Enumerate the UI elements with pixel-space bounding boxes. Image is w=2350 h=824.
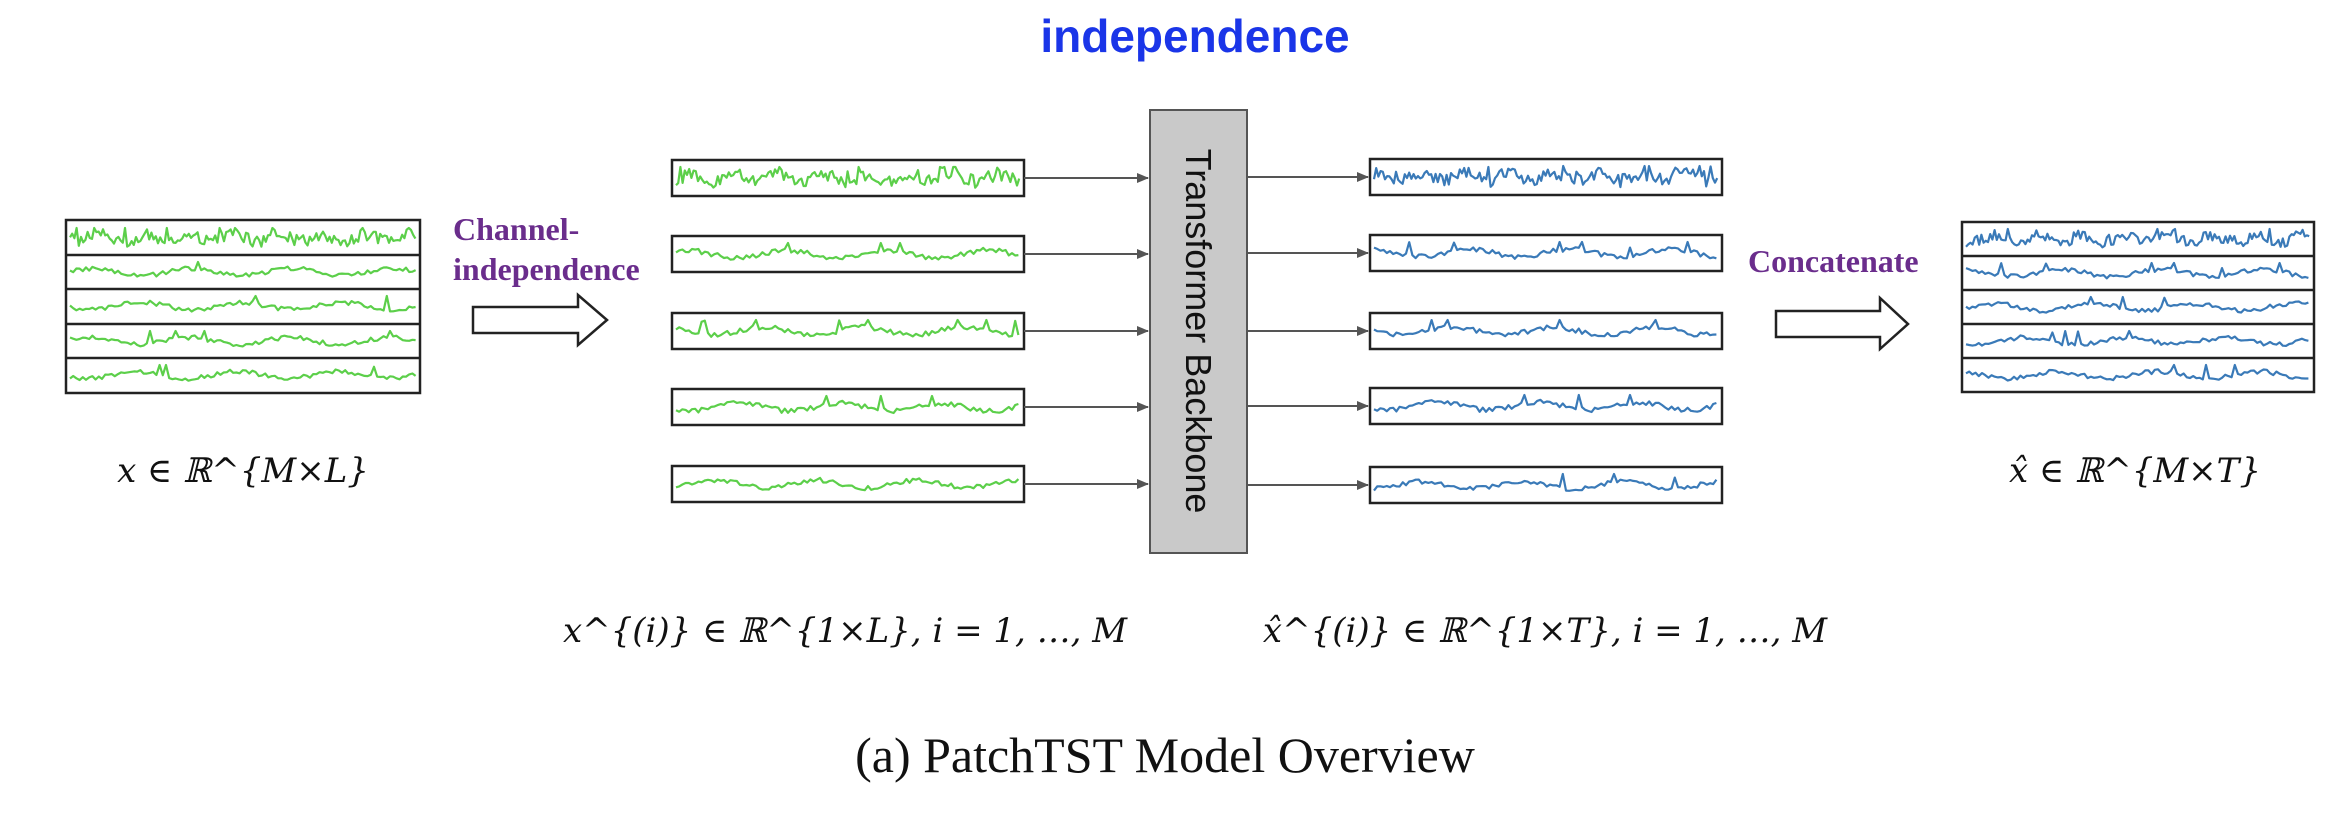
input-channel-series-5 — [675, 476, 1020, 492]
channel-input-math-label: x^{(i)} ∈ ℝ^{1×L}, i = 1, …, M — [563, 611, 1128, 651]
concatenate-arrow — [1774, 295, 1910, 352]
transformer-backbone-block — [1149, 109, 1248, 554]
output-stack-series-4 — [1965, 329, 2309, 347]
input-stack-series-3 — [69, 294, 416, 313]
input-stack-frame — [64, 218, 422, 395]
output-channel-boxes — [1368, 157, 1724, 505]
output-channel-series-4 — [1373, 393, 1717, 414]
input-channel-series-4 — [675, 394, 1019, 415]
output-channel-box-1 — [1368, 157, 1724, 197]
output-stack-series-2 — [1965, 261, 2309, 280]
output-channel-series-2 — [1373, 240, 1717, 260]
arrows-out-of-backbone — [1247, 172, 1369, 490]
output-stack-series-1 — [1965, 227, 2310, 249]
input-channel-box-2 — [670, 234, 1026, 274]
transformer-backbone-label: Transformer Backbone — [1178, 149, 1219, 514]
channel-independence-label-line1: Channel- — [453, 211, 579, 247]
output-channel-series-3 — [1373, 318, 1717, 338]
input-channel-series-2 — [675, 241, 1019, 261]
top-title: independence — [1040, 10, 1349, 62]
concatenate-label: Concatenate — [1748, 243, 1919, 279]
input-channel-box-4 — [670, 387, 1026, 427]
channel-output-math-label: x̂^{(i)} ∈ ℝ^{1×T}, i = 1, …, M — [1263, 611, 1828, 651]
input-math-label: x ∈ ℝ^{M×L} — [117, 451, 369, 491]
input-stack-series-1 — [69, 226, 417, 248]
input-stack-series-4 — [69, 329, 416, 348]
input-stack-series-5 — [69, 363, 417, 382]
output-channel-series-1 — [1372, 164, 1719, 189]
output-stack-series-3 — [1965, 295, 2309, 314]
input-channel-series-1 — [675, 165, 1021, 189]
input-stack-series-2 — [69, 260, 417, 278]
output-stack-series-5 — [1965, 363, 2309, 382]
channel-independence-label-line2: independence — [453, 251, 640, 287]
output-series-stack — [1960, 220, 2316, 394]
output-stack-frame — [1960, 220, 2316, 394]
input-channel-box-3 — [670, 311, 1026, 351]
arrows-into-backbone — [1024, 173, 1149, 489]
output-channel-box-4 — [1368, 386, 1724, 426]
output-channel-series-5 — [1373, 472, 1718, 492]
input-channel-boxes — [670, 158, 1026, 504]
input-series-stack — [64, 218, 422, 395]
channel-independence-arrow — [471, 292, 609, 348]
input-channel-box-5 — [670, 464, 1026, 504]
input-channel-series-3 — [675, 318, 1020, 338]
figure-caption: (a) PatchTST Model Overview — [855, 727, 1475, 783]
output-math-label: x̂ ∈ ℝ^{M×T} — [2009, 451, 2261, 491]
